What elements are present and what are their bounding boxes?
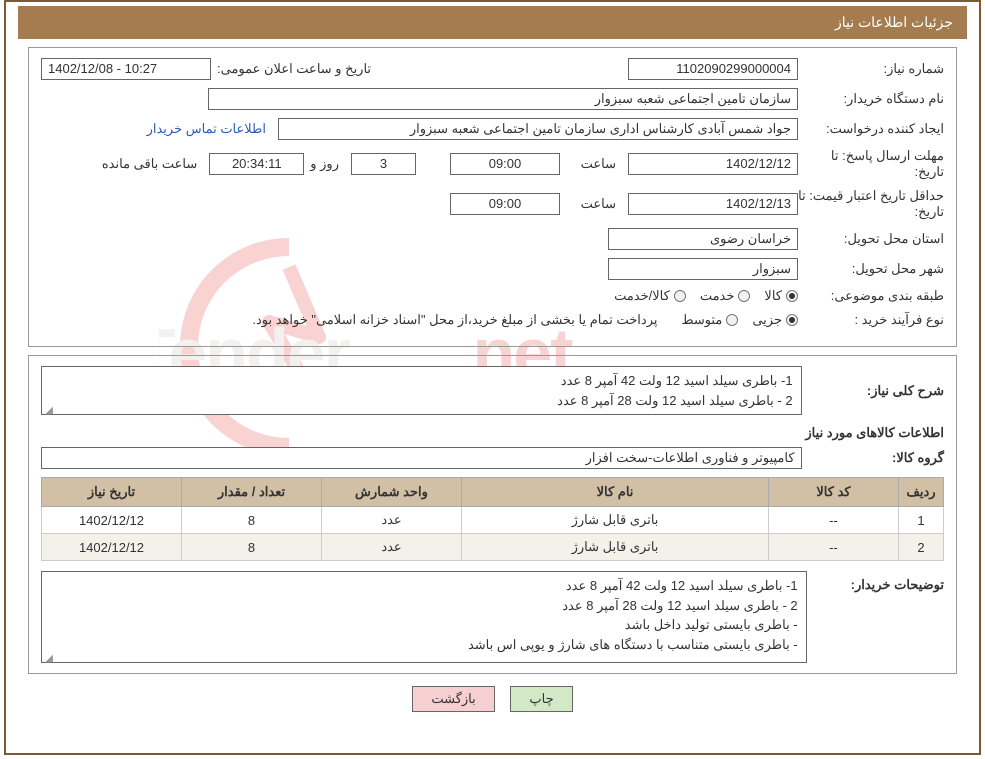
radio-both-label: کالا/خدمت [614, 288, 670, 304]
buy-type-label: نوع فرآیند خرید : [804, 312, 944, 328]
th-row: ردیف [899, 478, 944, 507]
radio-goods[interactable]: کالا [764, 288, 798, 304]
radio-partial-label: جزیی [752, 312, 782, 328]
notes-line1: 1- باطری سیلد اسید 12 ولت 42 آمپر 8 عدد [50, 576, 798, 596]
resize-handle-icon[interactable]: ◢ [43, 651, 53, 661]
table-row: 1 -- باتری قابل شارژ عدد 8 1402/12/12 [42, 507, 944, 534]
notes-line2: 2 - باطری سیلد اسید 12 ولت 28 آمپر 8 عدد [50, 596, 798, 616]
buyer-contact-link[interactable]: اطلاعات تماس خریدار [147, 121, 266, 137]
price-valid-label: حداقل تاریخ اعتبار قیمت: تا تاریخ: [774, 188, 944, 220]
print-button[interactable]: چاپ [510, 686, 572, 712]
cell-code: -- [769, 507, 899, 534]
reply-date: 1402/12/12 [628, 153, 798, 175]
time-remaining: 20:34:11 [209, 153, 304, 175]
reply-deadline-label: مهلت ارسال پاسخ: تا تاریخ: [804, 148, 944, 180]
buyer-notes-label: توضیحات خریدار: [807, 571, 944, 593]
buy-type-note: پرداخت تمام یا بخشی از مبلغ خرید،از محل … [252, 312, 657, 328]
th-name: نام کالا [462, 478, 769, 507]
buyer-notes-textarea[interactable]: 1- باطری سیلد اسید 12 ولت 42 آمپر 8 عدد … [41, 571, 807, 663]
radio-partial[interactable]: جزیی [752, 312, 798, 328]
notes-line4: - باطری بایستی متناسب با دستگاه های شارژ… [50, 635, 798, 655]
items-table: ردیف کد کالا نام کالا واحد شمارش تعداد /… [41, 477, 944, 561]
th-code: کد کالا [769, 478, 899, 507]
days-remaining: 3 [351, 153, 416, 175]
th-unit: واحد شمارش [322, 478, 462, 507]
notes-line3: - باطری بایستی تولید داخل باشد [50, 615, 798, 635]
announce-label: تاریخ و ساعت اعلان عمومی: [217, 61, 371, 77]
footer-buttons: چاپ بازگشت [6, 686, 979, 712]
radio-medium[interactable]: متوسط [681, 312, 738, 328]
th-qty: تعداد / مقدار [182, 478, 322, 507]
city-label: شهر محل تحویل: [804, 261, 944, 277]
cell-date: 1402/12/12 [42, 507, 182, 534]
cell-row: 2 [899, 534, 944, 561]
table-row: 2 -- باتری قابل شارژ عدد 8 1402/12/12 [42, 534, 944, 561]
province-value: خراسان رضوی [608, 228, 798, 250]
resize-handle-icon[interactable]: ◢ [43, 403, 53, 413]
cell-unit: عدد [322, 534, 462, 561]
th-date: تاریخ نیاز [42, 478, 182, 507]
page-title: جزئیات اطلاعات نیاز [835, 14, 953, 30]
reply-time: 09:00 [450, 153, 560, 175]
price-valid-date: 1402/12/13 [628, 193, 798, 215]
province-label: استان محل تحویل: [804, 231, 944, 247]
at-label-2: ساعت [566, 196, 616, 212]
cell-name: باتری قابل شارژ [462, 507, 769, 534]
radio-both[interactable]: کالا/خدمت [614, 288, 686, 304]
radio-medium-label: متوسط [681, 312, 722, 328]
info-section: شماره نیاز: 1102090299000004 تاریخ و ساع… [28, 47, 957, 347]
need-section: شرح کلی نیاز: 1- باطری سیلد اسید 12 ولت … [28, 355, 957, 674]
group-value: کامپیوتر و فناوری اطلاعات-سخت افزار [41, 447, 802, 469]
cell-qty: 8 [182, 534, 322, 561]
radio-service-label: خدمت [700, 288, 735, 304]
radio-service[interactable]: خدمت [700, 288, 751, 304]
cell-name: باتری قابل شارژ [462, 534, 769, 561]
cell-unit: عدد [322, 507, 462, 534]
general-line2: 2 - باطری سیلد اسید 12 ولت 28 آمپر 8 عدد [50, 391, 793, 411]
cell-code: -- [769, 534, 899, 561]
radio-goods-label: کالا [764, 288, 782, 304]
cell-qty: 8 [182, 507, 322, 534]
back-button[interactable]: بازگشت [412, 686, 494, 712]
group-label: گروه کالا: [808, 450, 944, 466]
category-radio-group: کالا خدمت کالا/خدمت [614, 288, 798, 304]
general-desc-textarea[interactable]: 1- باطری سیلد اسید 12 ولت 42 آمپر 8 عدد … [41, 366, 802, 415]
need-no-label: شماره نیاز: [804, 61, 944, 77]
general-line1: 1- باطری سیلد اسید 12 ولت 42 آمپر 8 عدد [50, 371, 793, 391]
requester-label: ایجاد کننده درخواست: [804, 121, 944, 137]
need-no-value: 1102090299000004 [628, 58, 798, 80]
days-label: روز و [310, 156, 339, 172]
buyer-org-label: نام دستگاه خریدار: [804, 91, 944, 107]
cell-date: 1402/12/12 [42, 534, 182, 561]
page-title-bar: جزئیات اطلاعات نیاز [18, 6, 967, 39]
remaining-text: ساعت باقی مانده [102, 156, 197, 172]
buyer-org-value: سازمان تامین اجتماعی شعبه سبزوار [208, 88, 798, 110]
requester-value: جواد شمس آبادی کارشناس اداری سازمان تامی… [278, 118, 798, 140]
city-value: سبزوار [608, 258, 798, 280]
category-label: طبقه بندی موضوعی: [804, 288, 944, 304]
announce-value: 1402/12/08 - 10:27 [41, 58, 211, 80]
at-label-1: ساعت [566, 156, 616, 172]
price-valid-time: 09:00 [450, 193, 560, 215]
cell-row: 1 [899, 507, 944, 534]
items-title: اطلاعات کالاهای مورد نیاز [41, 425, 944, 441]
general-desc-label: شرح کلی نیاز: [808, 383, 944, 399]
buy-type-radio-group: جزیی متوسط [681, 312, 798, 328]
